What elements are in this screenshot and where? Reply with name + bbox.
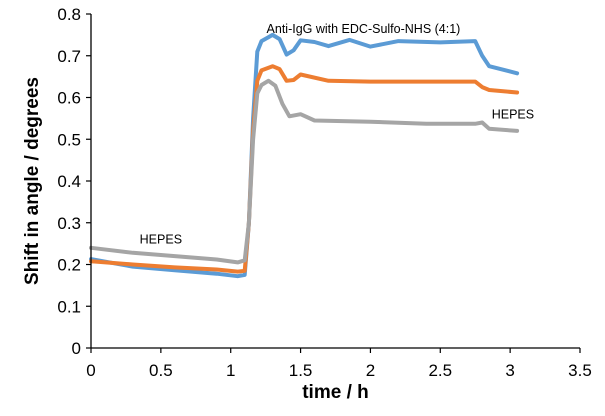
series-line-3 [89, 78, 520, 265]
x-tick-label: 0 [86, 361, 95, 380]
series-line-2 [89, 64, 520, 274]
y-tick-label: 0.7 [57, 47, 81, 66]
y-tick-group: 0 0.1 0.2 0.3 0.4 0.5 0.6 0.7 0.8 [57, 5, 91, 358]
x-tick-label: 1.5 [289, 361, 313, 380]
x-axis-label: time / h [302, 382, 369, 403]
y-tick-label: 0.2 [57, 256, 81, 275]
x-tick-label: 2.5 [428, 361, 452, 380]
x-tick-label: 3 [505, 361, 514, 380]
annotation-label: Anti-IgG with EDC-Sulfo-NHS (4:1) [267, 22, 461, 36]
series-layer [89, 32, 520, 279]
y-tick-label: 0 [72, 339, 81, 358]
y-tick-label: 0.5 [57, 130, 81, 149]
x-tick-label: 1 [226, 361, 235, 380]
x-tick-group: 0 0.5 1 1.5 2 2.5 3 3.5 [86, 348, 592, 380]
y-tick-label: 0.8 [57, 5, 81, 24]
annotation-label: HEPES [492, 107, 534, 121]
y-tick-label: 0.6 [57, 89, 81, 108]
y-tick-label: 0.3 [57, 214, 81, 233]
annotation-group: HEPES Anti-IgG with EDC-Sulfo-NHS (4:1) HE… [140, 22, 534, 247]
annotation-label: HEPES [140, 233, 182, 247]
series-line-1 [89, 32, 520, 279]
x-tick-label: 3.5 [568, 361, 592, 380]
y-axis-label: Shift in angle / degrees [22, 77, 43, 285]
x-tick-label: 0.5 [149, 361, 173, 380]
x-tick-label: 2 [366, 361, 375, 380]
y-tick-label: 0.1 [57, 297, 81, 316]
axes [90, 14, 580, 349]
y-tick-label: 0.4 [57, 172, 81, 191]
